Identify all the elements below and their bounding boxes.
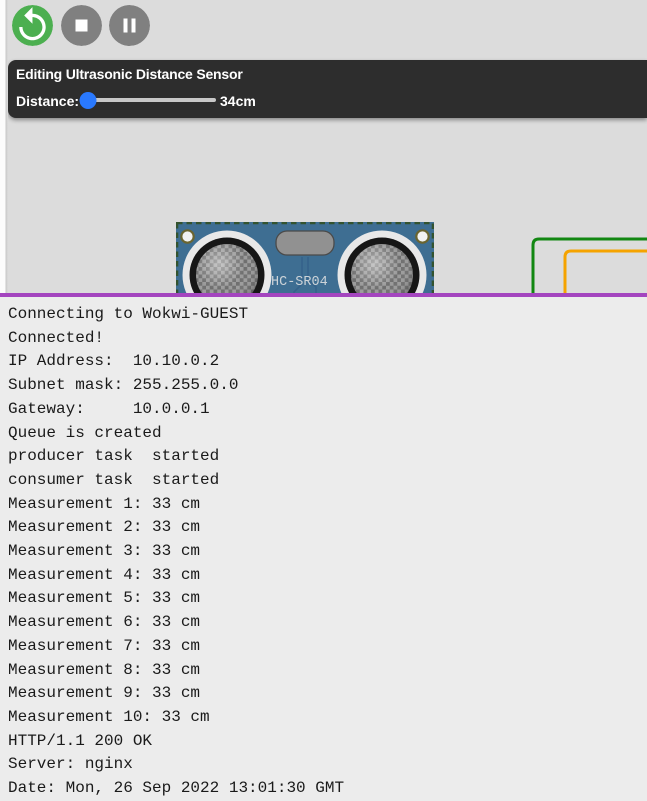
svg-text:HC-SR04: HC-SR04 — [271, 275, 328, 290]
